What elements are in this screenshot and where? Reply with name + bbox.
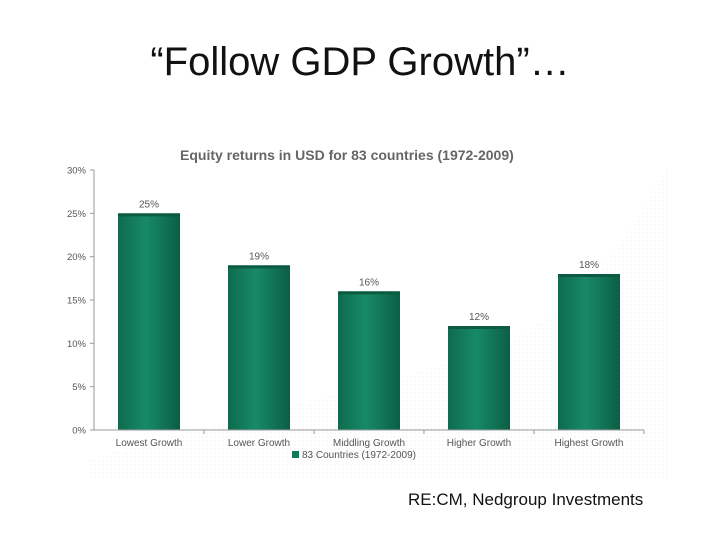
x-tick-label: Lower Growth — [228, 438, 290, 449]
legend-label: 83 Countries (1972-2009) — [302, 450, 416, 461]
x-axis: Lowest Growth Lower Growth Middling Growth… — [94, 429, 645, 449]
bar-data-label: 12% — [469, 312, 489, 323]
legend-swatch — [292, 451, 299, 458]
x-tick-label: Lowest Growth — [116, 438, 183, 449]
x-tick-label: Higher Growth — [447, 438, 511, 449]
bar-top-edge — [558, 274, 620, 277]
bar-data-label: 19% — [249, 251, 269, 262]
y-tick-label: 20% — [67, 252, 87, 263]
bar — [118, 213, 180, 430]
x-tick-label: Highest Growth — [555, 438, 624, 449]
y-tick-label: 30% — [67, 166, 87, 177]
bar-top-edge — [228, 265, 290, 269]
y-tick-label: 10% — [67, 339, 87, 350]
chart-container: Equity returns in USD for 83 countries (… — [50, 140, 670, 480]
bar-top-edge — [338, 291, 400, 295]
x-tick-label: Middling Growth — [333, 438, 405, 449]
bar-data-label: 18% — [579, 260, 599, 271]
bar — [448, 326, 510, 430]
chart-title: Equity returns in USD for 83 countries (… — [180, 147, 514, 163]
source-credit: RE:CM, Nedgroup Investments — [408, 490, 644, 509]
y-tick-label: 25% — [67, 209, 87, 220]
y-tick-label: 15% — [67, 296, 87, 307]
decorative-wave-pattern — [90, 160, 670, 480]
bars: 25% 19% 16% 12% 18% — [118, 199, 620, 430]
bar — [338, 291, 400, 430]
bar — [558, 274, 620, 430]
y-tick-label: 5% — [72, 382, 86, 393]
bar — [228, 265, 290, 430]
y-tick-label: 0% — [72, 426, 86, 437]
bar-data-label: 25% — [139, 199, 159, 210]
bar-top-edge — [118, 213, 180, 217]
bar-chart: Equity returns in USD for 83 countries (… — [50, 140, 670, 480]
slide-title: “Follow GDP Growth”… — [150, 40, 570, 84]
bar-top-edge — [448, 326, 510, 329]
legend: 83 Countries (1972-2009) — [292, 450, 416, 461]
y-axis: 0% 5% 10% 15% 20% 25% 30% — [67, 166, 95, 437]
bar-data-label: 16% — [359, 277, 379, 288]
